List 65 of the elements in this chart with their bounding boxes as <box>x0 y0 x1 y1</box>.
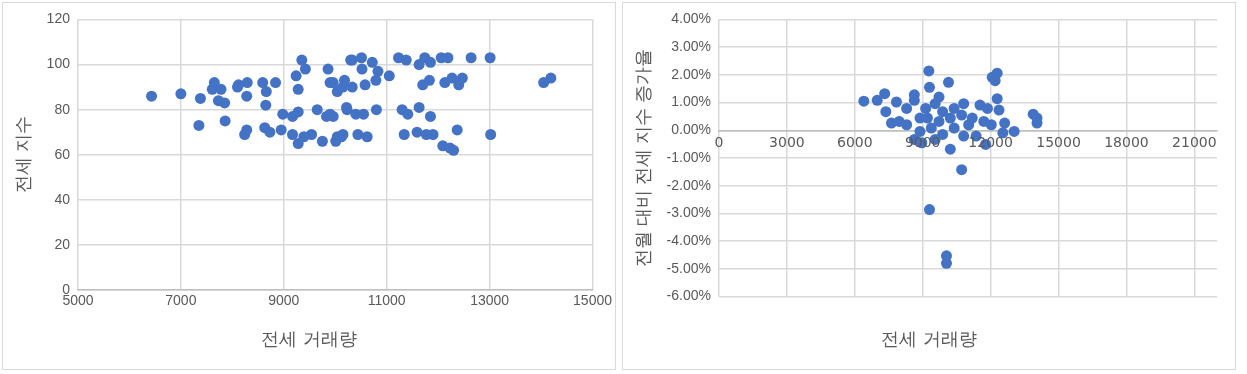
point <box>958 130 970 142</box>
y-tick-label: 1.00% <box>671 93 711 110</box>
point <box>944 112 956 124</box>
y-tick-label: 3.00% <box>671 37 711 54</box>
point <box>999 117 1011 129</box>
y-tick-label: -5.00% <box>666 259 711 276</box>
point <box>958 98 970 110</box>
point <box>923 65 935 77</box>
y-tick-label: 40 <box>54 190 71 207</box>
x-tick-label: 18000 <box>1104 133 1149 150</box>
point <box>901 102 913 114</box>
point <box>929 98 941 110</box>
y-tick-label: -3.00% <box>666 204 711 221</box>
point <box>991 67 1003 79</box>
point <box>920 102 932 114</box>
y-tick-label: -2.00% <box>666 176 711 193</box>
y-tick-label: 0.00% <box>671 121 711 138</box>
y-tick-label: 4.00% <box>671 10 711 27</box>
point <box>858 95 870 107</box>
x-tick-label: 15000 <box>573 292 613 309</box>
y-tick-label: 80 <box>54 100 71 117</box>
x-tick-label: 15000 <box>1036 133 1081 150</box>
point <box>981 102 993 114</box>
point <box>944 143 956 155</box>
x-tick-label: 7000 <box>165 292 197 309</box>
y-tick-label: -6.00% <box>666 287 711 304</box>
x-axis-title: 전세 거래량 <box>880 327 978 351</box>
y-tick-label: 2.00% <box>671 65 711 82</box>
point <box>933 115 945 127</box>
point <box>956 164 968 176</box>
point <box>963 119 975 131</box>
point <box>923 204 935 216</box>
point <box>956 109 968 121</box>
point <box>948 122 960 134</box>
y-tick-label: 20 <box>54 235 71 252</box>
x-tick-label: 3000 <box>769 133 805 150</box>
point <box>879 88 891 100</box>
point <box>880 106 892 118</box>
point <box>923 81 935 93</box>
point <box>914 125 926 137</box>
point <box>1008 125 1020 137</box>
x-tick-label: 11000 <box>367 292 406 309</box>
point <box>890 96 902 108</box>
y-tick-label: 60 <box>54 145 71 162</box>
point <box>937 106 949 118</box>
y-tick-label: -1.00% <box>666 148 711 165</box>
x-tick-label: 13000 <box>470 292 510 309</box>
y-tick-label: 120 <box>46 10 71 27</box>
point <box>948 102 960 114</box>
y-axis-title: 전월 대비 전세 지수 증가율 <box>632 48 653 268</box>
point <box>991 93 1003 105</box>
point <box>978 115 990 127</box>
point <box>943 76 955 88</box>
y-tick-label: 100 <box>46 55 71 72</box>
point <box>871 94 883 106</box>
x-axis-title: 전세 거래량 <box>260 327 358 351</box>
point <box>901 119 913 131</box>
y-axis-title: 전세 지수 <box>12 116 33 194</box>
y-tick-label: -4.00% <box>666 232 711 249</box>
x-tick-label: 6000 <box>836 133 873 150</box>
point <box>925 122 937 134</box>
x-tick-label: 9000 <box>268 292 300 309</box>
x-tick-label: 21000 <box>1172 133 1217 150</box>
point <box>993 104 1005 116</box>
x-tick-label: 0 <box>714 133 724 150</box>
